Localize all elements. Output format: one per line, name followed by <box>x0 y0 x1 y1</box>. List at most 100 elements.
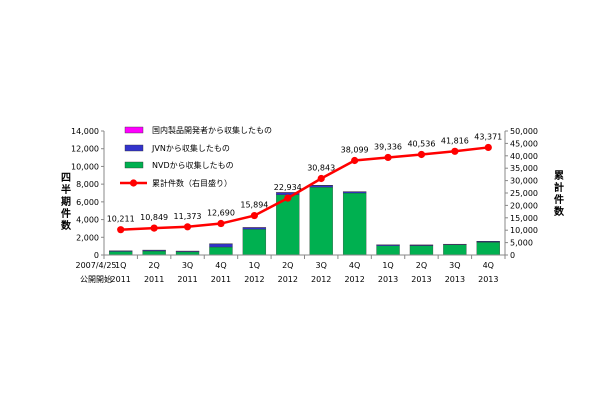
bar-segment <box>242 227 267 230</box>
bar-segment <box>476 242 500 256</box>
category-labels: 1Q 2011 2Q 2011 3Q 2011 4Q 2011 1Q 2012 2Q 2012 3Q 20… <box>75 261 498 284</box>
bar-segment <box>309 185 333 188</box>
category-year-label: 2011 <box>144 275 164 284</box>
cumulative-point <box>317 174 325 183</box>
cumulative-line-path <box>120 146 489 231</box>
category-year-label: 2011 <box>111 275 131 284</box>
legend-label: NVDから収集したもの <box>152 160 234 170</box>
bar-segment <box>209 243 233 248</box>
bar-segment <box>209 246 233 256</box>
axis-title-char: 期 <box>61 195 71 208</box>
axis-title-char: 計 <box>554 181 564 194</box>
axis-title-char: 累 <box>554 170 564 182</box>
bar-segment <box>342 191 367 194</box>
cumulative-data-label: 15,894 <box>240 201 268 210</box>
cumulative-data-label: 11,373 <box>174 212 202 221</box>
left-tick-label: 14,000 <box>71 127 99 136</box>
start-note-label: 公開開始 <box>80 274 112 284</box>
left-tick-label: 12,000 <box>71 145 99 154</box>
right-tick-label: 35,000 <box>510 164 538 173</box>
bars <box>109 185 500 256</box>
cumulative-data-label: 10,849 <box>140 213 168 222</box>
category-year-label: 2012 <box>278 275 298 284</box>
cumulative-point <box>351 156 359 165</box>
right-tick-label: 15,000 <box>510 214 538 223</box>
right-tick-label: 25,000 <box>510 189 538 198</box>
bar-segment <box>276 194 300 256</box>
cumulative-data-label: 22,934 <box>274 183 302 192</box>
legend-swatch <box>124 144 144 152</box>
cumulative-point <box>451 147 459 155</box>
bar-segment <box>309 187 333 256</box>
cumulative-data-label: 43,371 <box>474 132 502 141</box>
bar-segment <box>242 229 267 256</box>
category-year-label: 2011 <box>177 275 197 284</box>
left-tick-label: 10,000 <box>71 162 99 171</box>
right-tick-label: 10,000 <box>510 226 538 235</box>
category-quarter-label: 2Q <box>416 261 427 270</box>
legend-swatch-point <box>129 179 138 187</box>
axis-title-char: 数 <box>61 219 72 232</box>
start-note-date: 2007/4/25 <box>75 261 116 270</box>
category-quarter-label: 2Q <box>148 261 159 270</box>
cumulative-point <box>150 224 158 232</box>
category-year-label: 2013 <box>445 275 465 284</box>
left-axis-ticks: 0 2,000 4,000 6,000 8,000 10,000 12,000 14,000 <box>71 127 104 260</box>
right-tick-label: 45,000 <box>510 139 538 148</box>
axis-title-char: 件 <box>61 207 71 220</box>
category-year-label: 2012 <box>244 275 264 284</box>
category-quarter-label: 2Q <box>282 261 293 270</box>
cumulative-point <box>284 194 292 202</box>
category-quarter-label: 1Q <box>115 261 126 270</box>
right-tick-label: 30,000 <box>510 177 538 186</box>
cumulative-data-label: 39,336 <box>374 142 402 151</box>
category-year-label: 2013 <box>478 275 498 284</box>
category-quarter-label: 3Q <box>316 261 327 270</box>
cumulative-point <box>484 143 492 152</box>
category-quarter-label: 4Q <box>483 261 494 270</box>
category-quarter-label: 4Q <box>215 261 226 270</box>
cumulative-point <box>217 219 225 228</box>
bar-segment <box>443 244 467 256</box>
legend-swatch <box>124 126 144 134</box>
cumulative-data-label: 30,843 <box>307 164 335 173</box>
left-tick-label: 6,000 <box>76 198 99 207</box>
axis-title-char: 数 <box>554 205 565 218</box>
cumulative-point <box>183 223 192 231</box>
cumulative-point <box>384 153 392 162</box>
category-quarter-label: 3Q <box>449 261 460 270</box>
axis-title-char: 件 <box>554 193 564 206</box>
right-tick-label: 40,000 <box>510 152 538 161</box>
left-tick-label: 2,000 <box>76 233 99 242</box>
right-tick-label: 5,000 <box>510 239 533 248</box>
legend-swatch <box>124 161 144 169</box>
cumulative-data-label: 10,211 <box>107 215 135 224</box>
cumulative-point <box>250 211 258 220</box>
category-year-label: 2013 <box>378 275 398 284</box>
legend-label: JVNから収集したもの <box>151 143 230 153</box>
legend-label: 累計件数（右目盛り） <box>152 178 232 188</box>
category-quarter-label: 1Q <box>382 261 393 270</box>
bar-segment <box>342 192 367 256</box>
legend-label: 国内製品開発者から収集したもの <box>152 125 272 135</box>
axis-title-char: 半 <box>61 183 71 196</box>
axes <box>103 131 506 259</box>
bar-segment <box>142 250 166 256</box>
right-axis-title: 累計件数 <box>554 170 565 218</box>
right-axis-ticks: 0 5,000 10,000 15,000 20,000 25,000 30,000 35,0… <box>505 127 538 260</box>
cumulative-data-label: 41,816 <box>441 136 469 145</box>
category-year-label: 2011 <box>211 275 231 284</box>
bar-segment <box>376 245 400 256</box>
right-tick-label: 50,000 <box>510 127 538 136</box>
category-year-label: 2012 <box>344 275 364 284</box>
cumulative-data-label: 38,099 <box>341 146 369 155</box>
category-quarter-label: 4Q <box>349 261 360 270</box>
category-quarter-label: 1Q <box>249 261 260 270</box>
left-tick-label: 0 <box>94 251 99 260</box>
cumulative-data-label: 12,690 <box>207 209 235 218</box>
right-tick-label: 0 <box>510 251 515 260</box>
right-tick-label: 20,000 <box>510 201 538 210</box>
bar-segment <box>409 245 434 256</box>
